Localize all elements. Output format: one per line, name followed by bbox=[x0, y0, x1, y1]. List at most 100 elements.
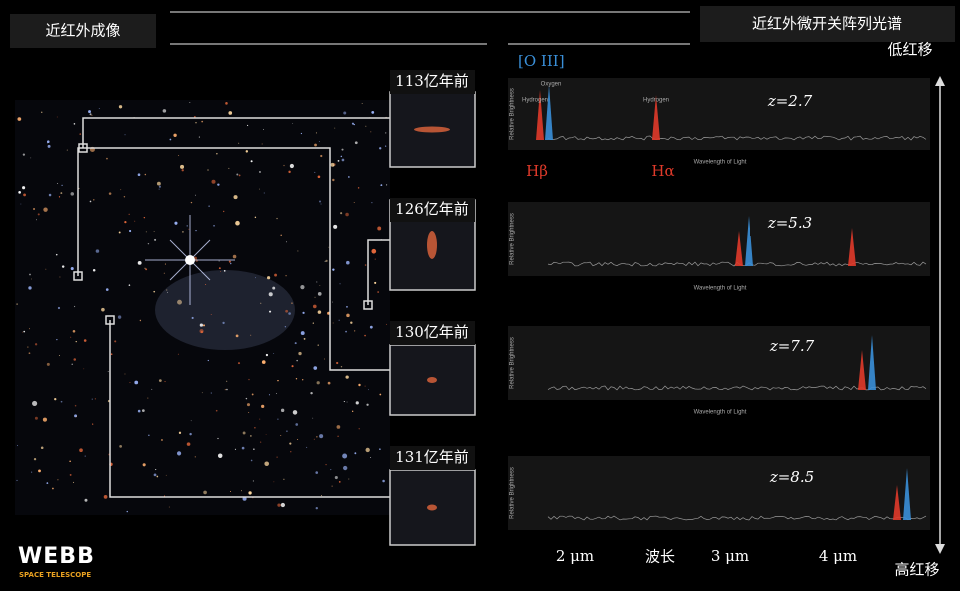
star bbox=[194, 456, 196, 458]
star bbox=[144, 267, 146, 269]
star bbox=[265, 434, 267, 436]
star bbox=[341, 158, 345, 162]
star bbox=[83, 368, 85, 370]
star bbox=[20, 203, 22, 205]
star bbox=[201, 392, 203, 394]
star bbox=[88, 110, 91, 114]
star bbox=[225, 102, 228, 105]
star bbox=[70, 267, 74, 271]
star bbox=[232, 254, 237, 259]
star bbox=[110, 353, 113, 355]
star bbox=[41, 111, 43, 113]
oiii-label: [O III] bbox=[518, 52, 565, 70]
star bbox=[168, 506, 170, 508]
star bbox=[70, 336, 72, 338]
star bbox=[151, 388, 153, 390]
star bbox=[351, 410, 354, 412]
star bbox=[284, 326, 287, 328]
star bbox=[325, 463, 327, 466]
star bbox=[161, 439, 163, 441]
star bbox=[264, 461, 270, 467]
star bbox=[153, 231, 155, 233]
star bbox=[217, 437, 219, 440]
star bbox=[74, 404, 77, 407]
left-title: 近红外成像 bbox=[45, 22, 120, 40]
star bbox=[337, 159, 340, 162]
star bbox=[195, 194, 196, 196]
star bbox=[371, 110, 375, 114]
star bbox=[332, 178, 335, 182]
star bbox=[277, 418, 279, 420]
star bbox=[297, 250, 299, 252]
star bbox=[288, 170, 291, 174]
star bbox=[319, 285, 321, 286]
star bbox=[235, 220, 240, 226]
star bbox=[312, 322, 314, 324]
star bbox=[166, 291, 168, 293]
star bbox=[37, 213, 40, 216]
connectors bbox=[73, 117, 390, 498]
star bbox=[345, 212, 349, 217]
star bbox=[190, 201, 193, 204]
star bbox=[345, 375, 349, 379]
redshift-box bbox=[750, 90, 830, 114]
star bbox=[368, 389, 369, 391]
star bbox=[246, 403, 251, 407]
star bbox=[310, 391, 313, 395]
star bbox=[357, 187, 360, 189]
star bbox=[28, 352, 31, 355]
star bbox=[129, 381, 131, 384]
star bbox=[343, 465, 348, 471]
star bbox=[56, 116, 58, 118]
star bbox=[236, 173, 239, 176]
star bbox=[312, 304, 317, 309]
star bbox=[350, 321, 353, 324]
star bbox=[254, 216, 257, 219]
star bbox=[164, 263, 167, 265]
star bbox=[137, 409, 141, 413]
star bbox=[134, 220, 136, 222]
star bbox=[303, 338, 306, 340]
star bbox=[238, 142, 240, 144]
star bbox=[61, 184, 63, 186]
star bbox=[16, 479, 18, 481]
spectrum-noise bbox=[547, 135, 927, 141]
star bbox=[302, 311, 305, 314]
emission-line bbox=[652, 95, 660, 140]
star bbox=[124, 373, 126, 375]
star bbox=[379, 393, 382, 396]
star bbox=[224, 389, 226, 391]
star bbox=[346, 260, 350, 265]
x-axis-label: Wavelength of Light bbox=[694, 410, 747, 416]
star bbox=[327, 381, 331, 385]
star bbox=[95, 249, 100, 253]
marker bbox=[78, 143, 88, 153]
star bbox=[259, 171, 261, 173]
star bbox=[118, 231, 121, 234]
x-axis-label: Wavelength of Light bbox=[694, 160, 747, 166]
star bbox=[320, 495, 322, 497]
redshift-box bbox=[752, 335, 832, 359]
star bbox=[124, 221, 127, 224]
star bbox=[89, 200, 92, 203]
star bbox=[162, 109, 167, 113]
hbeta-label: Hβ bbox=[526, 162, 548, 180]
star bbox=[285, 309, 289, 313]
star bbox=[118, 105, 123, 109]
star bbox=[164, 380, 166, 383]
star bbox=[129, 229, 132, 233]
star bbox=[55, 253, 58, 256]
star bbox=[186, 225, 188, 227]
star bbox=[294, 342, 297, 345]
logo-name: WEBB bbox=[18, 544, 95, 569]
star bbox=[178, 431, 182, 435]
arrow-head bbox=[935, 544, 945, 554]
y-axis-label: Relative Brightness bbox=[510, 337, 516, 389]
logo-subtitle: SPACE TELESCOPE bbox=[19, 571, 91, 579]
star bbox=[128, 213, 130, 215]
star bbox=[384, 145, 387, 147]
star bbox=[126, 510, 128, 513]
star bbox=[268, 394, 271, 396]
star bbox=[247, 124, 249, 126]
star bbox=[84, 455, 86, 457]
